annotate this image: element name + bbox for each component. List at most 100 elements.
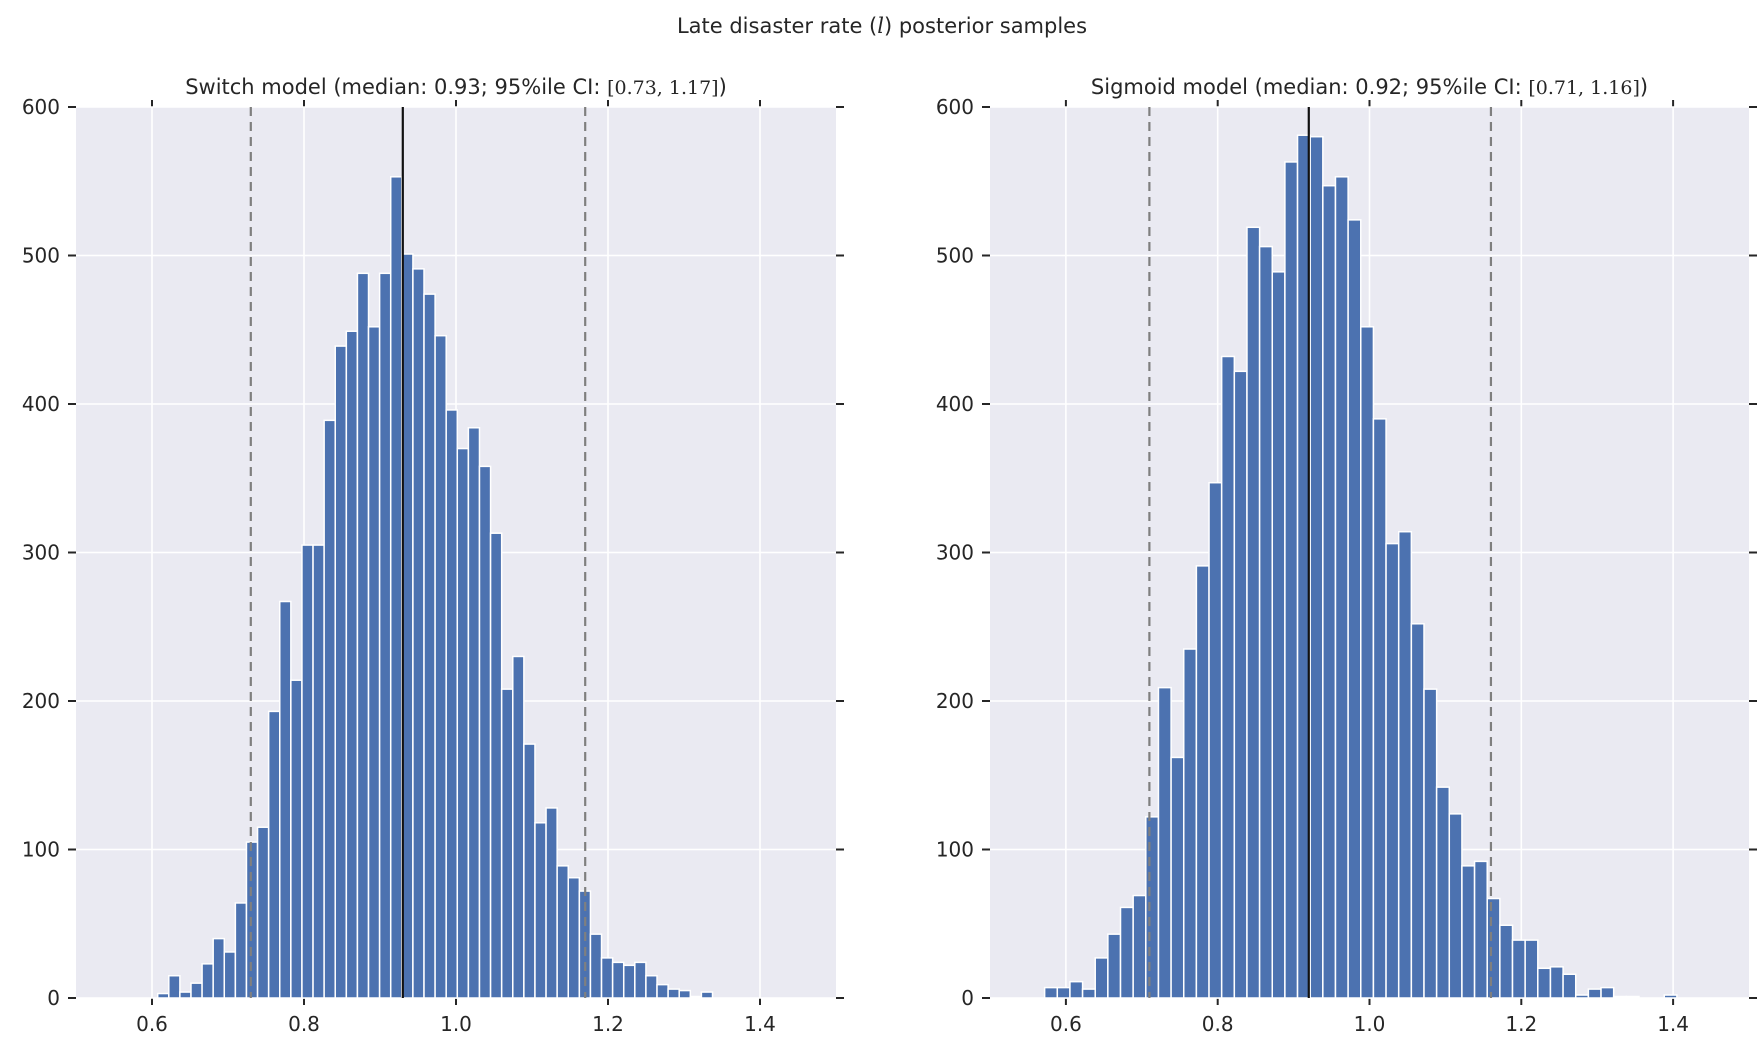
histogram-bar [1360, 326, 1375, 999]
histogram-bar [267, 710, 281, 999]
histogram-bar [279, 600, 292, 999]
x-tick-label: 1.0 [440, 1012, 472, 1036]
x-tick-label: 0.6 [136, 1012, 168, 1036]
histogram-bar [1056, 986, 1071, 999]
x-tick-label: 0.8 [1202, 1012, 1234, 1036]
histogram-bar [1271, 271, 1286, 999]
sigmoid-model-histogram: 0.6 0.8 1.0 1.2 1.4 0 100 200 300 400 500 600 Sigmoi… [936, 75, 1757, 1036]
histogram-bar [1309, 135, 1324, 999]
histogram-bar [1461, 865, 1476, 999]
histogram-bar [489, 532, 503, 999]
histogram-bar [1145, 816, 1160, 999]
histogram-bar [634, 961, 647, 999]
histogram-bar [467, 427, 481, 999]
y-tick-label: 300 [936, 541, 974, 565]
figure-suptitle: Late disaster rate (l) posterior samples [677, 14, 1087, 38]
histogram-bar [689, 995, 703, 999]
title-ci-math: [0.73, 1.17] [607, 77, 719, 99]
histogram-bar [1663, 994, 1678, 999]
histogram-bar [1562, 973, 1577, 999]
histogram-bar [1182, 648, 1198, 999]
y-tick-label: 500 [936, 244, 974, 268]
histogram-bar [168, 974, 181, 999]
histogram-bar [1511, 939, 1526, 999]
histogram-bar [1448, 813, 1463, 999]
histogram-bar [1220, 355, 1236, 999]
histogram-bar [1170, 756, 1185, 999]
histogram-bar [356, 272, 370, 999]
histogram-bar [1612, 995, 1628, 999]
histogram-bar [389, 176, 403, 999]
histogram-bar [1397, 530, 1413, 999]
title-text-end: ) [719, 75, 727, 99]
histogram-bar [234, 902, 248, 999]
histogram-bar [445, 409, 459, 999]
histogram-bar [656, 983, 669, 999]
histogram-bar [1284, 161, 1299, 999]
histogram-bar [245, 841, 259, 999]
histogram-bar [1322, 184, 1337, 999]
x-tick-label: 0.8 [288, 1012, 320, 1036]
histogram-bar [201, 963, 214, 999]
histogram-bar [1423, 688, 1438, 999]
histogram-bar [567, 876, 581, 999]
histogram-bar [1043, 986, 1059, 999]
y-tick-label: 100 [22, 838, 60, 862]
histogram-bar [1107, 933, 1122, 999]
histogram-bar [1081, 988, 1096, 999]
histogram-bar [456, 447, 470, 999]
histogram-bar [700, 991, 714, 999]
histogram-bar [1258, 245, 1274, 999]
histogram-bar [1549, 966, 1564, 999]
histogram-bar [512, 655, 525, 999]
histogram-bar [434, 334, 447, 999]
y-tick-label: 600 [936, 95, 974, 119]
subplot-title: Sigmoid model (median: 0.92; 95%ile CI: … [1091, 75, 1648, 99]
histogram-bar [1410, 623, 1425, 999]
histogram-bar [412, 268, 425, 999]
suptitle-symbol: l [877, 14, 884, 38]
title-text-end: ) [1640, 75, 1648, 99]
y-tick-label: 600 [22, 95, 60, 119]
histogram-bar [645, 974, 658, 999]
histogram-bar [1600, 986, 1615, 999]
y-tick-label: 300 [22, 541, 60, 565]
histogram-bar [1157, 686, 1172, 999]
histogram-bar [212, 937, 226, 999]
histogram-bar [1119, 906, 1134, 999]
histogram-bar [179, 991, 192, 999]
title-text: Switch model (median: 0.93; 95%ile CI: [185, 75, 607, 99]
histogram-bar [1372, 418, 1387, 999]
histogram-bar [256, 826, 270, 999]
histogram-bar [1574, 994, 1590, 999]
histogram-bar [290, 679, 303, 999]
histogram-bar [589, 933, 603, 999]
histogram-bar [678, 989, 692, 999]
histogram-bar [1499, 924, 1514, 999]
histogram-bar [523, 743, 536, 999]
y-tick-label: 200 [936, 689, 974, 713]
histogram-bar [556, 865, 570, 999]
histogram-bar [312, 544, 325, 999]
histogram-bar [622, 964, 636, 999]
histogram-bar [345, 330, 359, 999]
histogram-bar [1233, 370, 1248, 999]
histogram-bar [1208, 481, 1223, 999]
histogram-bar [1334, 176, 1349, 999]
histogram-bar [667, 988, 680, 999]
y-tick-label: 500 [22, 244, 60, 268]
histogram-bar [1246, 226, 1261, 999]
histogram-bar [190, 982, 203, 999]
x-tick-label: 0.6 [1050, 1012, 1082, 1036]
histogram-bar [611, 961, 625, 999]
histogram-bar [1473, 860, 1488, 999]
histogram-bar [1537, 967, 1552, 999]
histogram-bar [600, 957, 614, 999]
histogram-bar [1094, 957, 1109, 999]
histogram-bar [1195, 565, 1210, 999]
histogram-bar [423, 293, 436, 999]
histogram-bar [1524, 939, 1539, 999]
histogram-bar [1385, 542, 1400, 999]
histogram-bar [1435, 786, 1451, 999]
histogram-bar [223, 951, 237, 999]
